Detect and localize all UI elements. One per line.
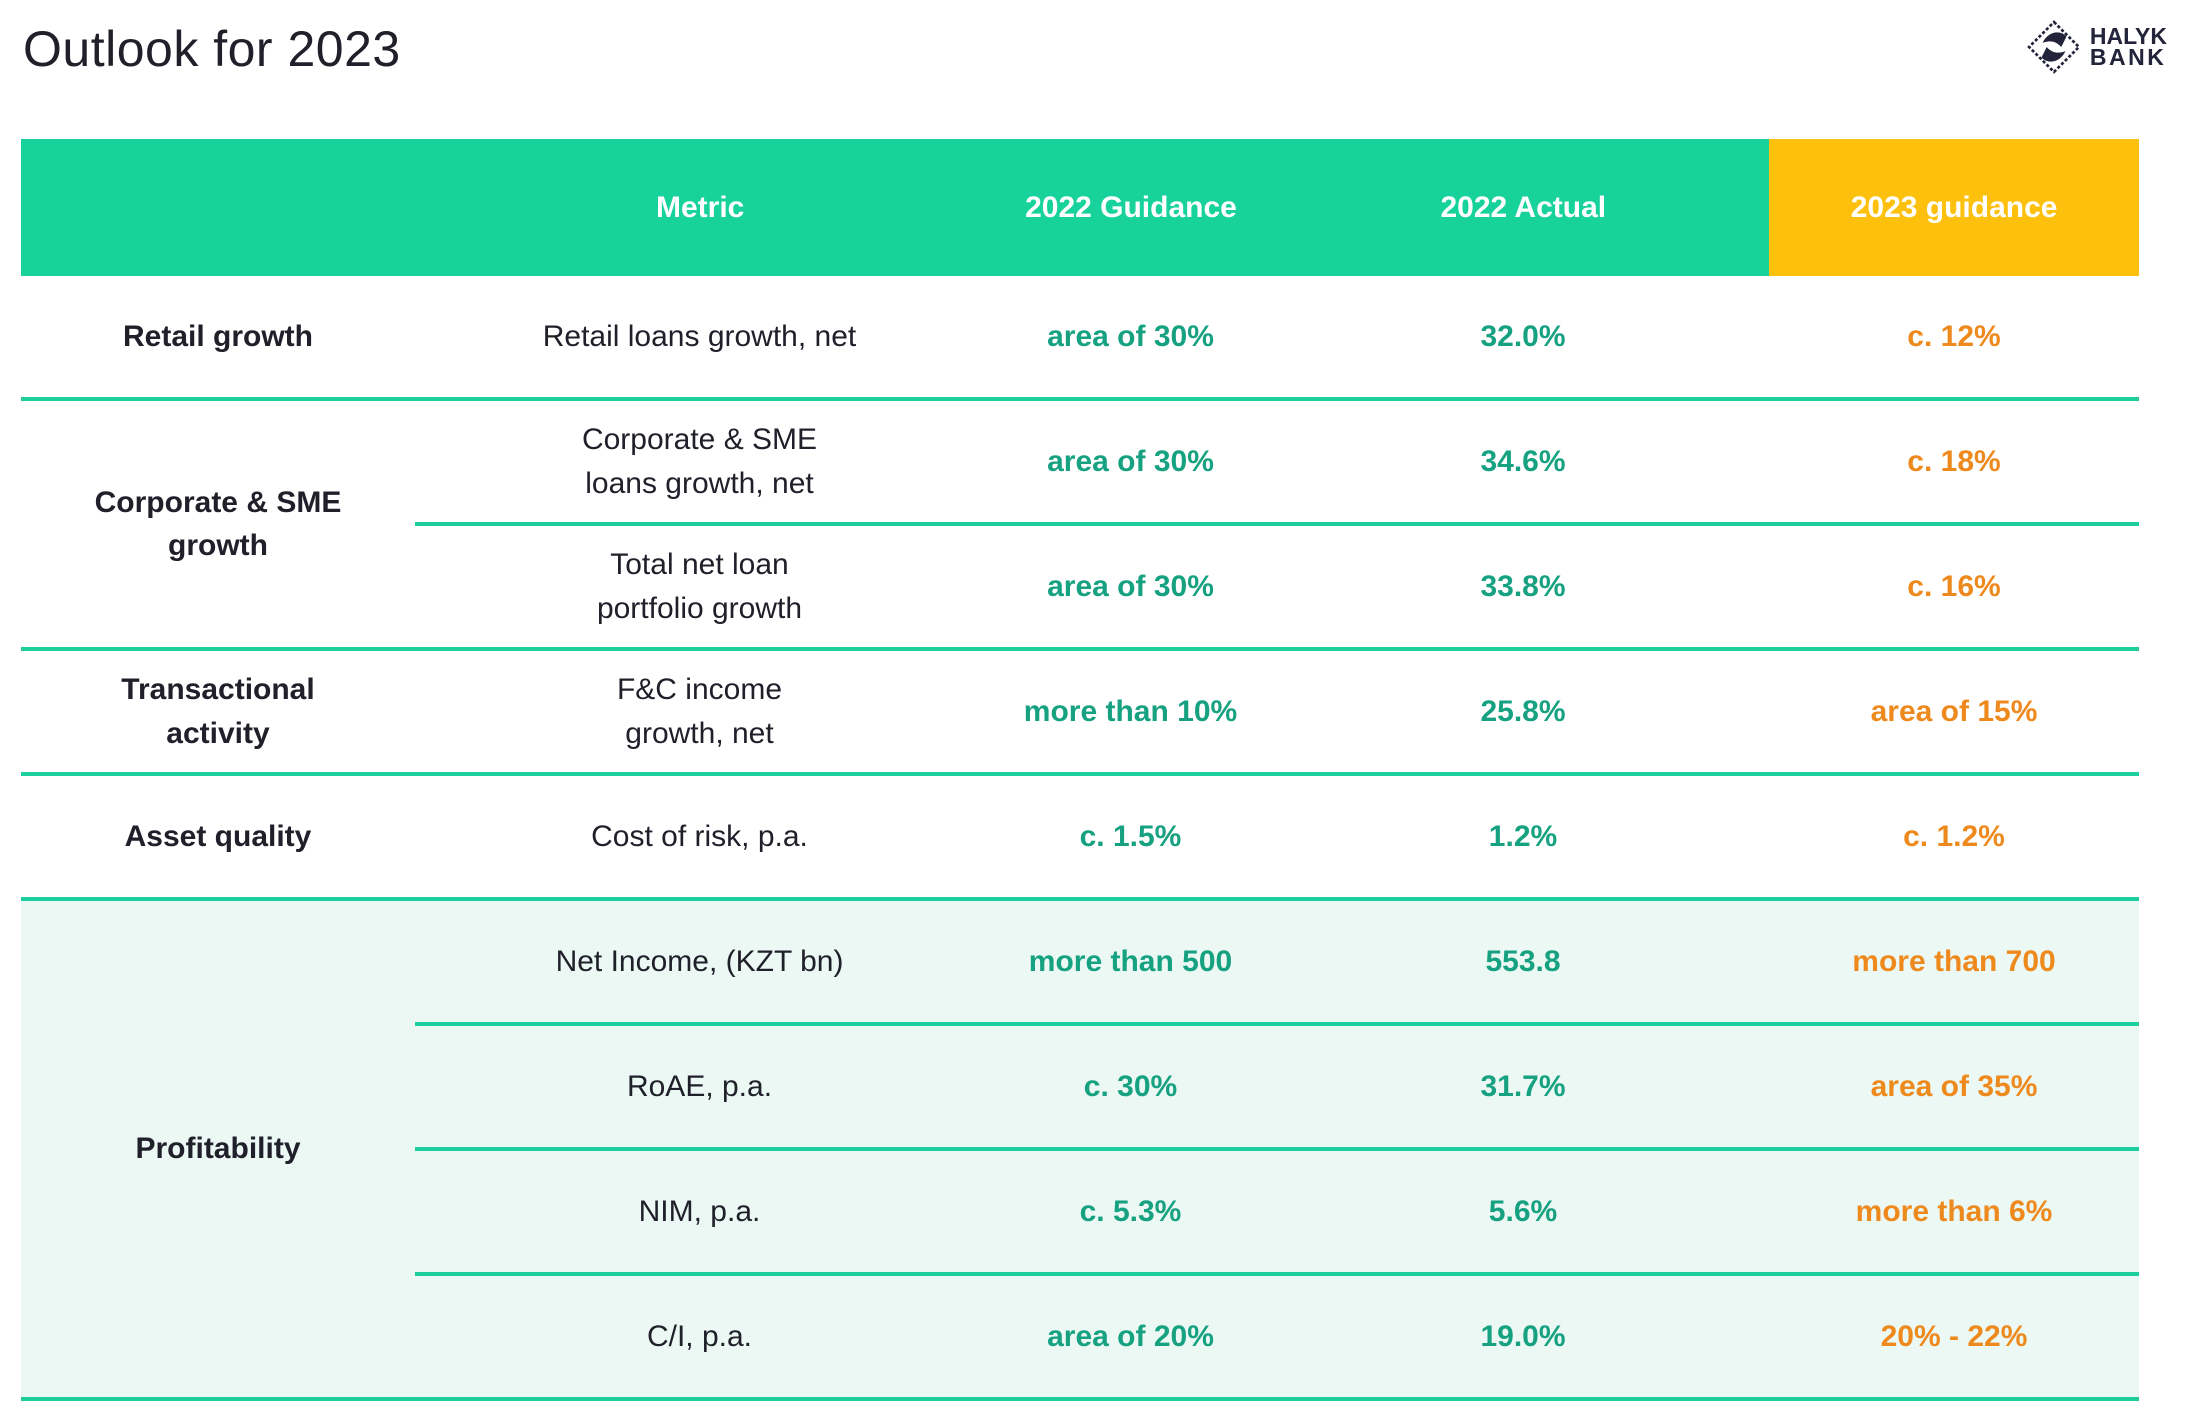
table-row: RoAE, p.a. c. 30% 31.7% area of 35% (415, 1026, 2139, 1147)
guidance-2022-cell: c. 30% (1083, 1069, 1178, 1103)
metric-cell: Retail loans growth, net (542, 319, 857, 353)
guidance-2023-cell: 20% - 22% (1880, 1319, 2028, 1353)
actual-2022-cell: 32.0% (1480, 319, 1566, 353)
guidance-2023-cell: more than 6% (1855, 1194, 2053, 1228)
guidance-2023-cell: area of 35% (1870, 1069, 2038, 1103)
row-divider (415, 1272, 2139, 1276)
row-group-asset-quality: Asset quality Cost of risk, p.a. c. 1.5%… (21, 776, 2139, 901)
col-header-2022-guidance: 2022 Guidance (984, 139, 1278, 276)
category-label: Corporate & SME growth (94, 485, 342, 563)
col-header-metric: Metric (415, 139, 985, 276)
guidance-2022-cell: more than 10% (1023, 694, 1238, 728)
guidance-2022-cell: area of 30% (1047, 569, 1214, 603)
row-divider (415, 1147, 2139, 1151)
actual-2022-cell: 1.2% (1488, 819, 1558, 853)
col-header-2023-guidance: 2023 guidance (1769, 139, 2139, 276)
guidance-2022-cell: c. 1.5% (1079, 819, 1182, 853)
table-row: Corporate & SME loans growth, net area o… (415, 401, 2139, 522)
row-group-profitability: Profitability Net Income, (KZT bn) more … (21, 901, 2139, 1401)
actual-2022-cell: 33.8% (1480, 569, 1566, 603)
logo-wordmark: HALYK BANK (2089, 22, 2167, 70)
table-row: Net Income, (KZT bn) more than 500 553.8… (415, 901, 2139, 1022)
guidance-2022-cell: area of 20% (1047, 1319, 1214, 1353)
row-group-transactional-activity: Transactional activity F&C income growth… (21, 651, 2139, 776)
guidance-2022-cell: c. 5.3% (1079, 1194, 1182, 1228)
actual-2022-cell: 5.6% (1488, 1194, 1558, 1228)
guidance-2023-cell: more than 700 (1852, 944, 2056, 978)
actual-2022-cell: 19.0% (1480, 1319, 1566, 1353)
halyk-diamond-icon (2027, 20, 2081, 74)
col-header-category-empty (21, 139, 416, 276)
row-divider (415, 1022, 2139, 1026)
category-label: Retail growth (122, 319, 313, 353)
category-label: Asset quality (124, 819, 312, 853)
table-header-row: Metric 2022 Guidance 2022 Actual 2023 gu… (21, 139, 2139, 276)
category-label: Profitability (135, 1132, 301, 1166)
guidance-2023-cell: area of 15% (1870, 694, 2038, 728)
outlook-table: Metric 2022 Guidance 2022 Actual 2023 gu… (21, 139, 2139, 1401)
guidance-2022-cell: area of 30% (1047, 444, 1214, 478)
metric-cell: F&C income growth, net (616, 673, 783, 750)
actual-2022-cell: 31.7% (1480, 1069, 1566, 1103)
table-row: Cost of risk, p.a. c. 1.5% 1.2% c. 1.2% (415, 776, 2139, 897)
logo-text-halyk: HALYK (2089, 22, 2167, 49)
guidance-2022-cell: more than 500 (1028, 944, 1233, 978)
row-group-corporate-sme-growth: Corporate & SME growth Corporate & SME l… (21, 401, 2139, 651)
metric-cell: C/I, p.a. (646, 1319, 753, 1353)
logo-text-bank: BANK (2089, 44, 2167, 70)
page-title: Outlook for 2023 (23, 21, 401, 77)
guidance-2023-cell: c. 18% (1907, 444, 2001, 478)
table-row: Retail loans growth, net area of 30% 32.… (415, 276, 2139, 397)
table-row: Total net loan portfolio growth area of … (415, 526, 2139, 647)
metric-cell: Total net loan portfolio growth (596, 548, 803, 625)
actual-2022-cell: 553.8 (1485, 944, 1561, 978)
guidance-2023-cell: c. 1.2% (1903, 819, 2005, 853)
table-row: C/I, p.a. area of 20% 19.0% 20% - 22% (415, 1276, 2139, 1397)
slide-header: Outlook for 2023 HALYK BANK (0, 0, 2197, 139)
metric-cell: Net Income, (KZT bn) (555, 944, 844, 978)
halyk-bank-logo: HALYK BANK (2027, 20, 2167, 74)
col-header-2022-actual: 2022 Actual (1277, 139, 1770, 276)
table-row: NIM, p.a. c. 5.3% 5.6% more than 6% (415, 1151, 2139, 1272)
guidance-2023-cell: c. 12% (1907, 319, 2001, 353)
metric-cell: RoAE, p.a. (626, 1069, 773, 1103)
category-label: Transactional activity (121, 673, 315, 750)
metric-cell: Cost of risk, p.a. (591, 819, 808, 853)
metric-cell: Corporate & SME loans growth, net (581, 423, 818, 500)
actual-2022-cell: 34.6% (1480, 444, 1566, 478)
table-row: F&C income growth, net more than 10% 25.… (415, 651, 2139, 772)
row-divider (415, 522, 2139, 526)
guidance-2022-cell: area of 30% (1047, 319, 1214, 353)
row-group-retail-growth: Retail growth Retail loans growth, net a… (21, 276, 2139, 401)
actual-2022-cell: 25.8% (1480, 694, 1566, 728)
guidance-2023-cell: c. 16% (1907, 569, 2001, 603)
metric-cell: NIM, p.a. (638, 1194, 761, 1228)
